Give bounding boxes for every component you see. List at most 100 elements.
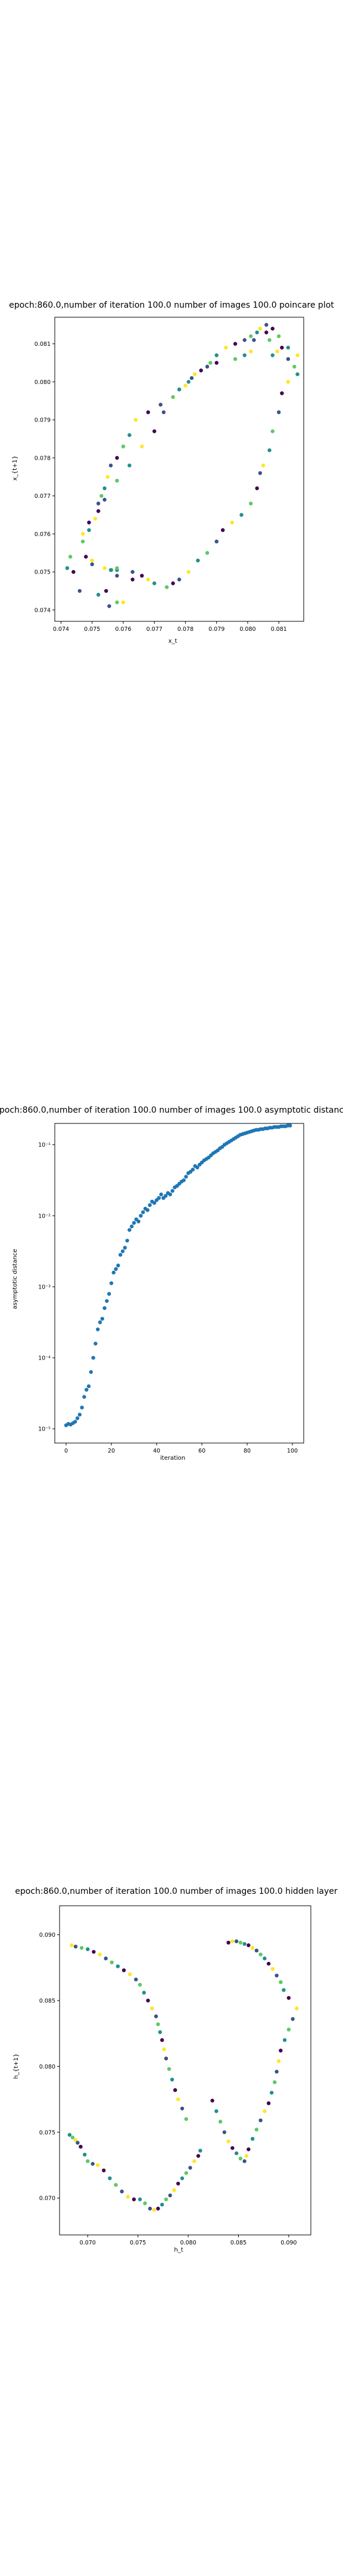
y-tick-label: 0.076 [35, 531, 51, 538]
data-point [267, 448, 272, 453]
data-point [152, 2207, 156, 2212]
data-point [171, 581, 175, 586]
data-point [254, 2128, 259, 2132]
data-point [108, 568, 113, 572]
data-point [177, 577, 182, 582]
data-point [86, 2159, 90, 2163]
poincare-chart: epoch:860.0,number of iteration 100.0 nu… [9, 301, 334, 645]
data-point [295, 353, 300, 357]
data-point [115, 600, 119, 605]
y-tick-label: 0.090 [39, 1932, 55, 1939]
x-tick-label: 60 [198, 1448, 205, 1454]
x-tick-label: 0.080 [239, 626, 255, 633]
data-point [77, 589, 82, 593]
data-point [286, 2027, 291, 2032]
data-point [164, 2197, 169, 2202]
data-point [80, 1405, 84, 1410]
data-point [291, 2017, 295, 2021]
scatter-points [65, 323, 300, 608]
data-point [95, 2163, 100, 2168]
data-point [258, 471, 263, 475]
data-point [192, 2159, 197, 2163]
plot-frame [54, 317, 304, 622]
data-point [158, 402, 163, 407]
data-point [126, 2194, 130, 2199]
plot-frame [59, 1905, 311, 2236]
y-tick-label: 0.074 [35, 607, 51, 614]
data-point [161, 410, 166, 414]
data-point [191, 1168, 195, 1172]
data-point [121, 444, 126, 448]
y-tick-label: 10⁻³ [38, 1284, 51, 1290]
data-point [250, 2137, 255, 2141]
data-point [186, 569, 191, 574]
data-point [132, 2197, 136, 2202]
data-point [127, 1972, 132, 1977]
data-point [186, 380, 191, 384]
data-point [277, 334, 281, 339]
x-tick-label: 100 [287, 1448, 298, 1454]
data-point [270, 1967, 275, 1971]
data-point [76, 2141, 80, 2145]
data-point [164, 2056, 169, 2061]
y-tick-label: 0.075 [39, 2129, 55, 2136]
data-point [120, 2189, 124, 2194]
data-point [116, 1264, 120, 1268]
data-point [158, 2030, 162, 2035]
data-point [170, 1188, 174, 1193]
data-point [254, 1948, 259, 1953]
data-point [127, 463, 132, 467]
hidden-layer-chart: epoch:860.0,number of iteration 100.0 nu… [13, 1887, 338, 2253]
data-point [230, 2146, 235, 2150]
data-point [164, 1194, 168, 1198]
data-point [96, 501, 101, 506]
data-point [214, 353, 219, 357]
data-point [205, 364, 210, 369]
data-point [214, 539, 219, 544]
x-tick-label: 0.077 [146, 626, 163, 633]
data-point [125, 1239, 129, 1243]
scatter-points [64, 1123, 292, 1428]
data-point [168, 1192, 172, 1197]
data-point [164, 585, 169, 589]
data-point [105, 475, 110, 479]
y-ticks: 10⁻⁵ 10⁻⁴ 10⁻³ 10⁻² 10⁻¹ [38, 1142, 55, 1433]
data-point [86, 1947, 90, 1952]
data-point [250, 1946, 255, 1950]
data-point [75, 1416, 80, 1420]
data-point [167, 2067, 172, 2071]
data-point [102, 1306, 107, 1310]
x-tick-label: 20 [108, 1448, 115, 1454]
data-point [152, 1201, 157, 1205]
data-point [242, 1942, 247, 1946]
y-tick-label: 0.080 [35, 379, 51, 386]
data-point [107, 1292, 111, 1296]
y-axis-label: h_{t+1} [13, 2054, 20, 2079]
data-point [234, 2151, 239, 2156]
hidden-layer-figure: epoch:860.0,number of iteration 100.0 nu… [0, 1878, 343, 2272]
data-point [173, 2088, 177, 2092]
data-point [107, 604, 111, 608]
data-point [111, 1270, 116, 1275]
y-tick-label: 0.070 [39, 2196, 55, 2202]
data-point [141, 1210, 145, 1215]
data-point [109, 1281, 114, 1286]
data-point [224, 345, 228, 350]
data-point [266, 2101, 271, 2106]
data-point [242, 2159, 247, 2163]
data-point [87, 521, 91, 525]
data-point [102, 497, 107, 502]
data-point [79, 2144, 83, 2149]
data-point [130, 569, 135, 574]
x-tick-label: 0.080 [180, 2240, 196, 2246]
data-point [205, 551, 210, 555]
data-point [172, 2188, 176, 2193]
data-point [275, 349, 279, 354]
data-point [263, 2109, 267, 2113]
data-point [148, 2206, 152, 2211]
data-point [99, 494, 104, 498]
y-tick-label: 0.075 [35, 569, 51, 576]
data-point [102, 2168, 106, 2173]
data-point [160, 2203, 164, 2207]
data-point [96, 509, 101, 513]
